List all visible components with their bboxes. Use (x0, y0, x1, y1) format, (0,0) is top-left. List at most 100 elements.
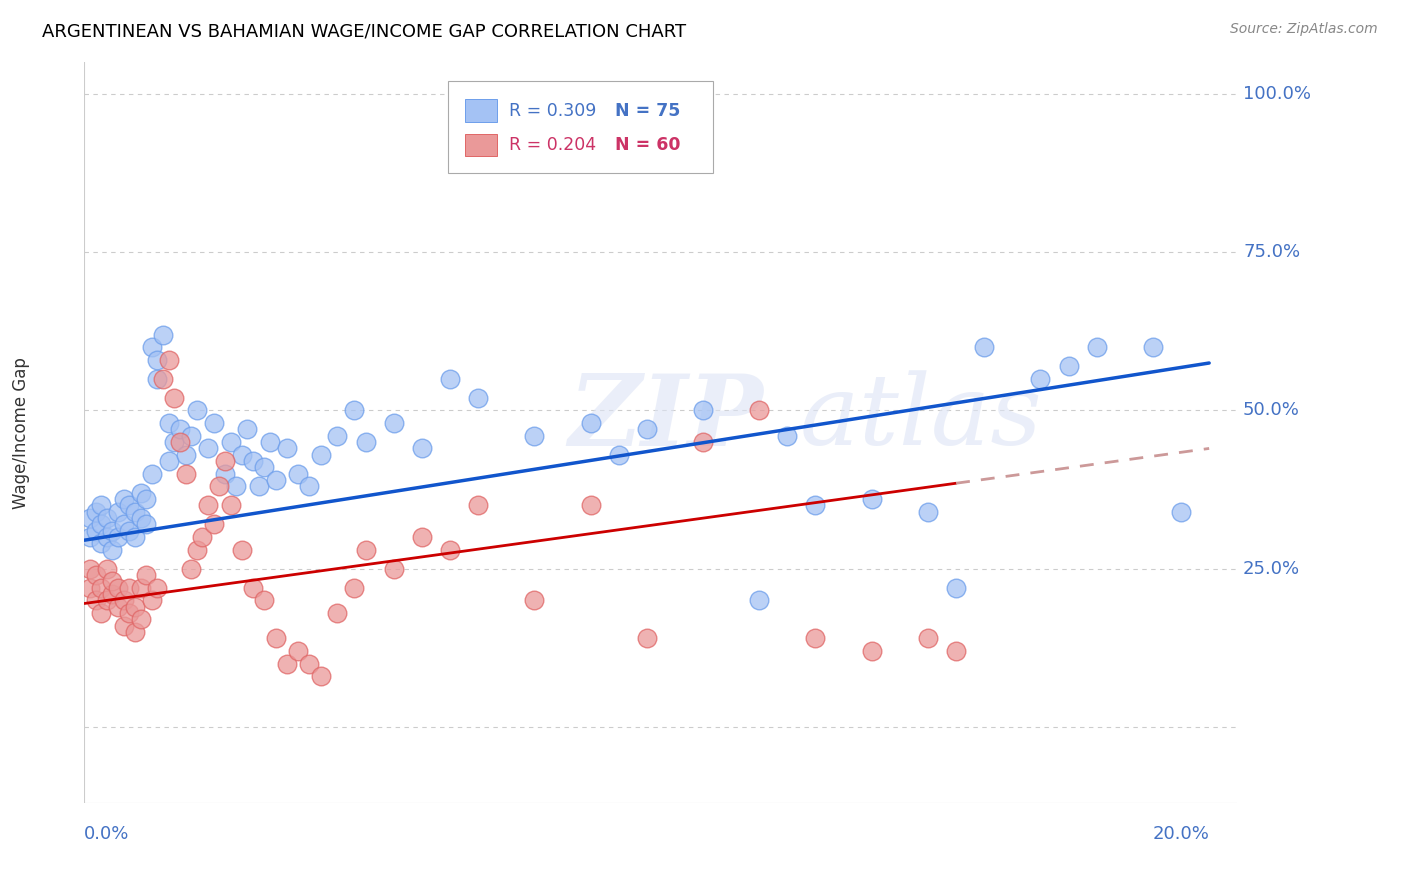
Point (118, 499, 141, 513)
Point (101, 574, 124, 589)
Text: 100.0%: 100.0% (1243, 85, 1310, 103)
Point (135, 491, 157, 506)
Point (354, 435, 377, 450)
Point (945, 644, 967, 658)
Point (382, 416, 405, 430)
Point (96, 562, 118, 576)
Point (343, 403, 366, 417)
FancyBboxPatch shape (447, 81, 713, 173)
Point (523, 429, 546, 443)
Point (124, 599, 146, 614)
Point (152, 327, 174, 342)
Point (242, 454, 264, 468)
Point (90, 536, 112, 550)
Point (467, 391, 489, 405)
Point (152, 372, 174, 386)
Point (96, 593, 118, 607)
Point (157, 416, 180, 430)
Point (636, 632, 658, 646)
Point (247, 479, 270, 493)
Point (96, 530, 118, 544)
Point (169, 422, 191, 436)
Point (264, 632, 287, 646)
Point (523, 593, 546, 607)
Point (129, 581, 152, 595)
Point (141, 467, 163, 481)
Point (354, 542, 377, 557)
Point (101, 587, 124, 601)
Point (219, 435, 242, 450)
Point (163, 435, 186, 450)
Point (101, 542, 124, 557)
Point (141, 340, 163, 354)
Point (197, 442, 219, 456)
Text: ZIP: ZIP (568, 369, 763, 466)
Point (467, 499, 489, 513)
Point (1142, 340, 1164, 354)
Point (169, 435, 191, 450)
Point (174, 467, 197, 481)
Text: Wage/Income Gap: Wage/Income Gap (11, 357, 30, 508)
FancyBboxPatch shape (465, 99, 498, 121)
Point (124, 505, 146, 519)
Point (748, 593, 770, 607)
Point (214, 454, 236, 468)
Point (129, 511, 152, 525)
Point (79, 562, 101, 576)
Point (259, 435, 281, 450)
Point (146, 372, 169, 386)
Text: R = 0.309: R = 0.309 (509, 102, 596, 120)
Point (579, 416, 602, 430)
Point (146, 581, 169, 595)
Point (118, 524, 141, 538)
Point (84, 593, 107, 607)
Text: N = 60: N = 60 (614, 136, 681, 154)
Point (101, 524, 124, 538)
Point (180, 429, 202, 443)
Point (860, 644, 883, 658)
Point (107, 599, 129, 614)
Point (84, 524, 107, 538)
Point (1085, 340, 1108, 354)
Point (945, 581, 967, 595)
Point (157, 352, 180, 367)
Point (382, 562, 405, 576)
FancyBboxPatch shape (465, 135, 498, 156)
Text: 50.0%: 50.0% (1243, 401, 1301, 419)
Point (326, 429, 349, 443)
Point (118, 606, 141, 620)
Text: 0.0%: 0.0% (84, 825, 129, 843)
Point (439, 542, 461, 557)
Point (157, 454, 180, 468)
Point (804, 632, 827, 646)
Point (579, 499, 602, 513)
Point (90, 606, 112, 620)
Point (124, 530, 146, 544)
Point (253, 460, 276, 475)
Point (1057, 359, 1080, 374)
Point (214, 467, 236, 481)
Point (79, 530, 101, 544)
Point (202, 517, 225, 532)
Point (112, 491, 135, 506)
Text: 25.0%: 25.0% (1243, 559, 1301, 578)
Point (411, 530, 433, 544)
Point (225, 479, 247, 493)
Point (326, 606, 349, 620)
Point (253, 593, 276, 607)
Point (124, 624, 146, 639)
Text: 20.0%: 20.0% (1153, 825, 1209, 843)
Point (90, 499, 112, 513)
Point (90, 517, 112, 532)
Point (287, 467, 309, 481)
Point (776, 429, 799, 443)
Point (231, 542, 253, 557)
Point (692, 435, 714, 450)
Point (79, 581, 101, 595)
Text: N = 75: N = 75 (614, 102, 681, 120)
Point (186, 403, 208, 417)
Point (107, 581, 129, 595)
Point (202, 416, 225, 430)
Point (264, 473, 287, 487)
Point (118, 581, 141, 595)
